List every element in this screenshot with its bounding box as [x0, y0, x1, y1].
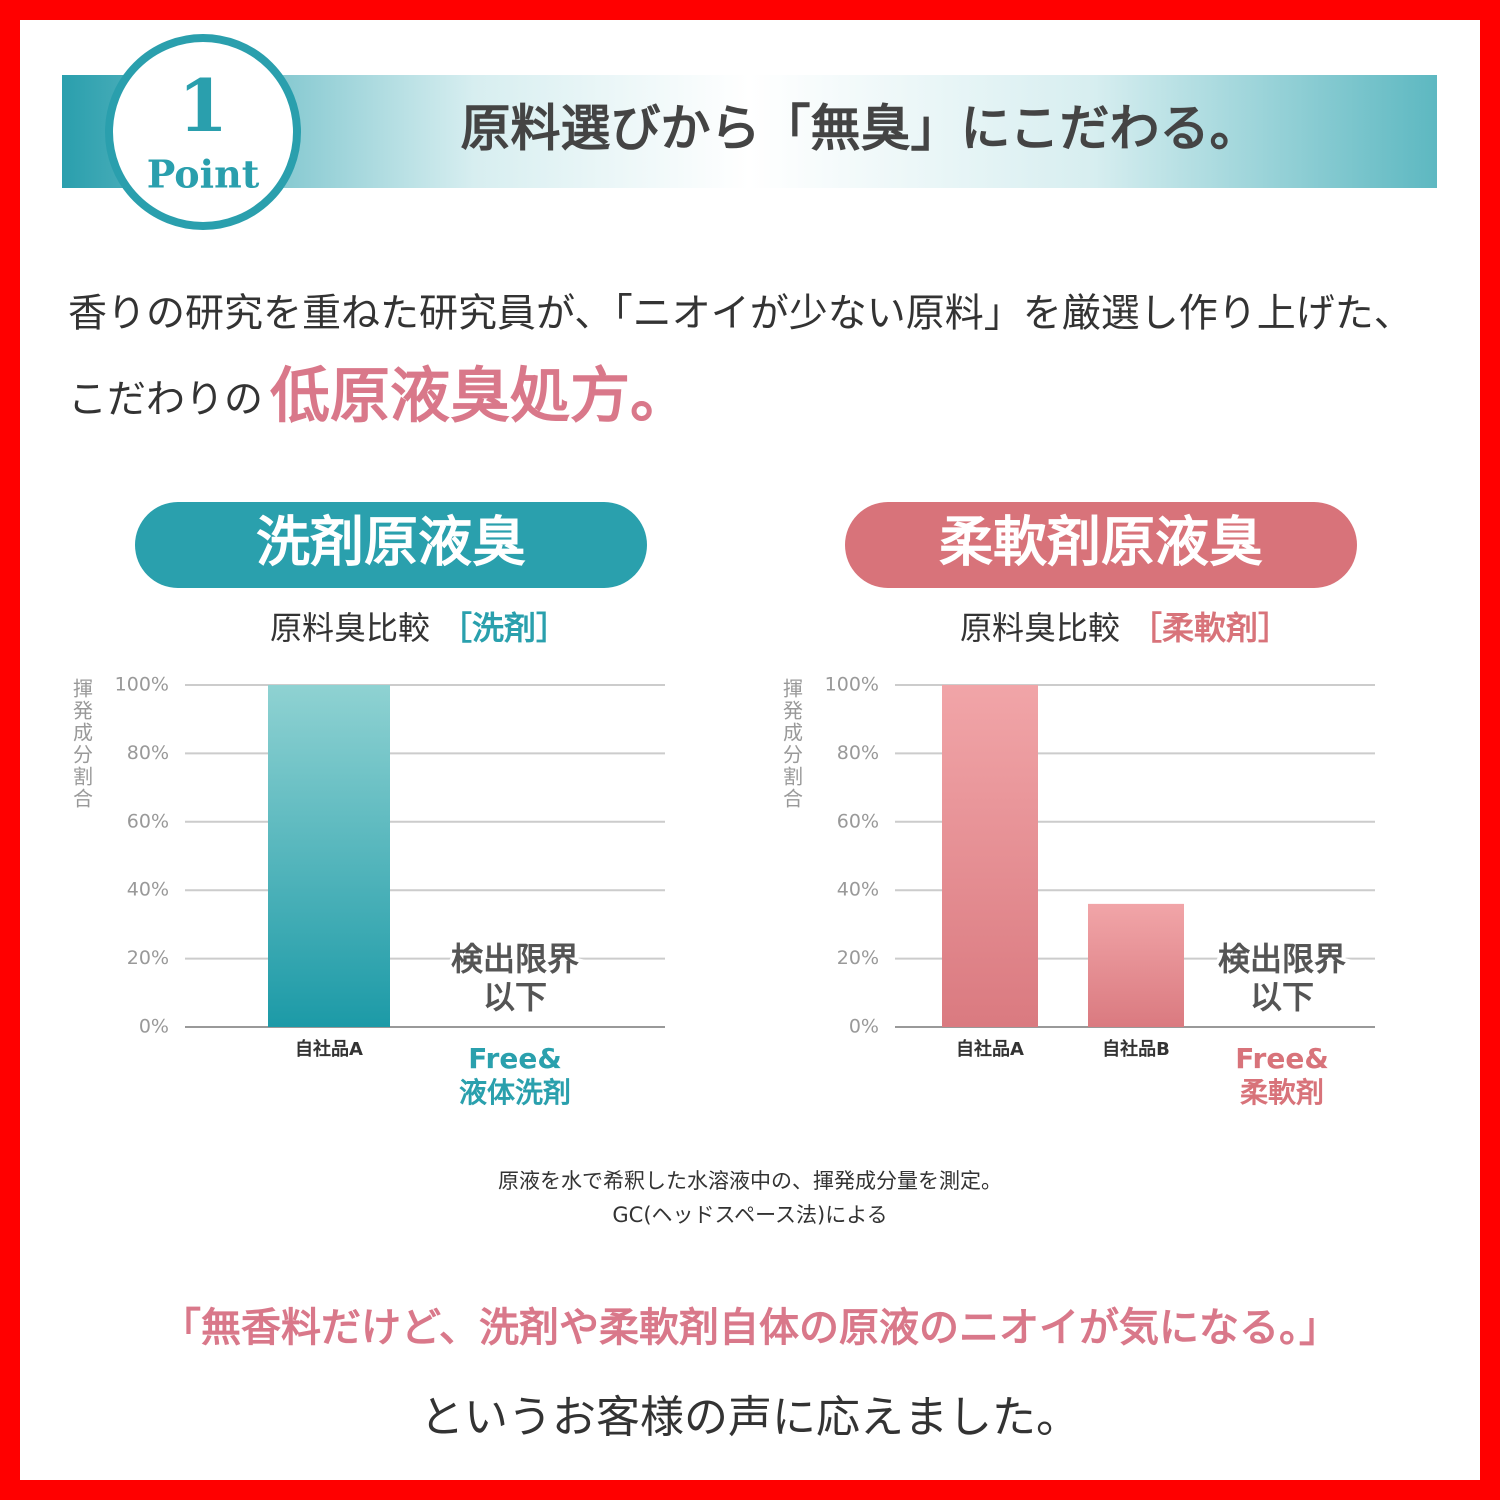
point-label: Point [147, 152, 260, 197]
note: 原液を水で希釈した水溶液中の、揮発成分量を測定。 [498, 1169, 1002, 1193]
footer-quote: 「無香料だけど、洗剤や柔軟剤自体の原液のニオイが気になる。」 [161, 1305, 1339, 1351]
x-tick-label: 自社品A [956, 1038, 1024, 1060]
intro-emphasis: 低原液臭処方。 [270, 362, 690, 432]
x-tick-label: Free&柔軟剤 [1235, 1042, 1329, 1109]
chart-heading: 柔軟剤原液臭 [939, 511, 1263, 574]
y-tick-label: 40% [127, 879, 169, 901]
header-title: 原料選びから「無臭」にこだわる。 [461, 100, 1260, 158]
chart-title: 原料臭比較 [270, 609, 430, 647]
na-annotation: 検出限界以下 [1218, 940, 1346, 1016]
heading-pill [135, 502, 647, 588]
x-tick-label: 自社品A [295, 1038, 363, 1060]
intro-line: こだわりの [68, 378, 263, 423]
y-tick-label: 60% [837, 810, 879, 832]
point-badge [105, 34, 301, 230]
y-tick-label: 0% [849, 1016, 879, 1038]
y-tick-label: 80% [837, 742, 879, 764]
canvas [20, 20, 1480, 1480]
bar [1088, 903, 1184, 1027]
heading-pill [845, 502, 1357, 588]
bar [942, 685, 1038, 1027]
bar [268, 685, 390, 1027]
chart-heading: 洗剤原液臭 [256, 511, 526, 574]
chart-title-tag: ［洗剤］ [440, 609, 568, 647]
note: GC(ヘッドスペース法)による [612, 1203, 887, 1227]
x-tick-label: Free&液体洗剤 [459, 1042, 571, 1109]
y-axis-label: 揮発成分割合 [70, 678, 94, 810]
y-tick-label: 100% [825, 674, 879, 696]
y-tick-label: 0% [139, 1016, 169, 1038]
x-tick-label: 自社品B [1102, 1038, 1170, 1060]
y-tick-label: 20% [837, 947, 879, 969]
na-annotation: 検出限界以下 [451, 940, 579, 1016]
y-axis-label: 揮発成分割合 [780, 678, 804, 810]
y-tick-label: 20% [127, 947, 169, 969]
footer-line: というお客様の声に応えました。 [420, 1392, 1080, 1443]
intro-line: 香りの研究を重ねた研究員が、「ニオイが少ない原料」を厳選し作り上げた、 [68, 292, 1413, 337]
point-number: 1 [178, 63, 228, 148]
chart-title: 原料臭比較 [960, 609, 1120, 647]
chart-title-tag: ［柔軟剤］ [1130, 609, 1290, 647]
y-tick-label: 40% [837, 879, 879, 901]
y-tick-label: 60% [127, 810, 169, 832]
y-tick-label: 100% [115, 674, 169, 696]
y-tick-label: 80% [127, 742, 169, 764]
